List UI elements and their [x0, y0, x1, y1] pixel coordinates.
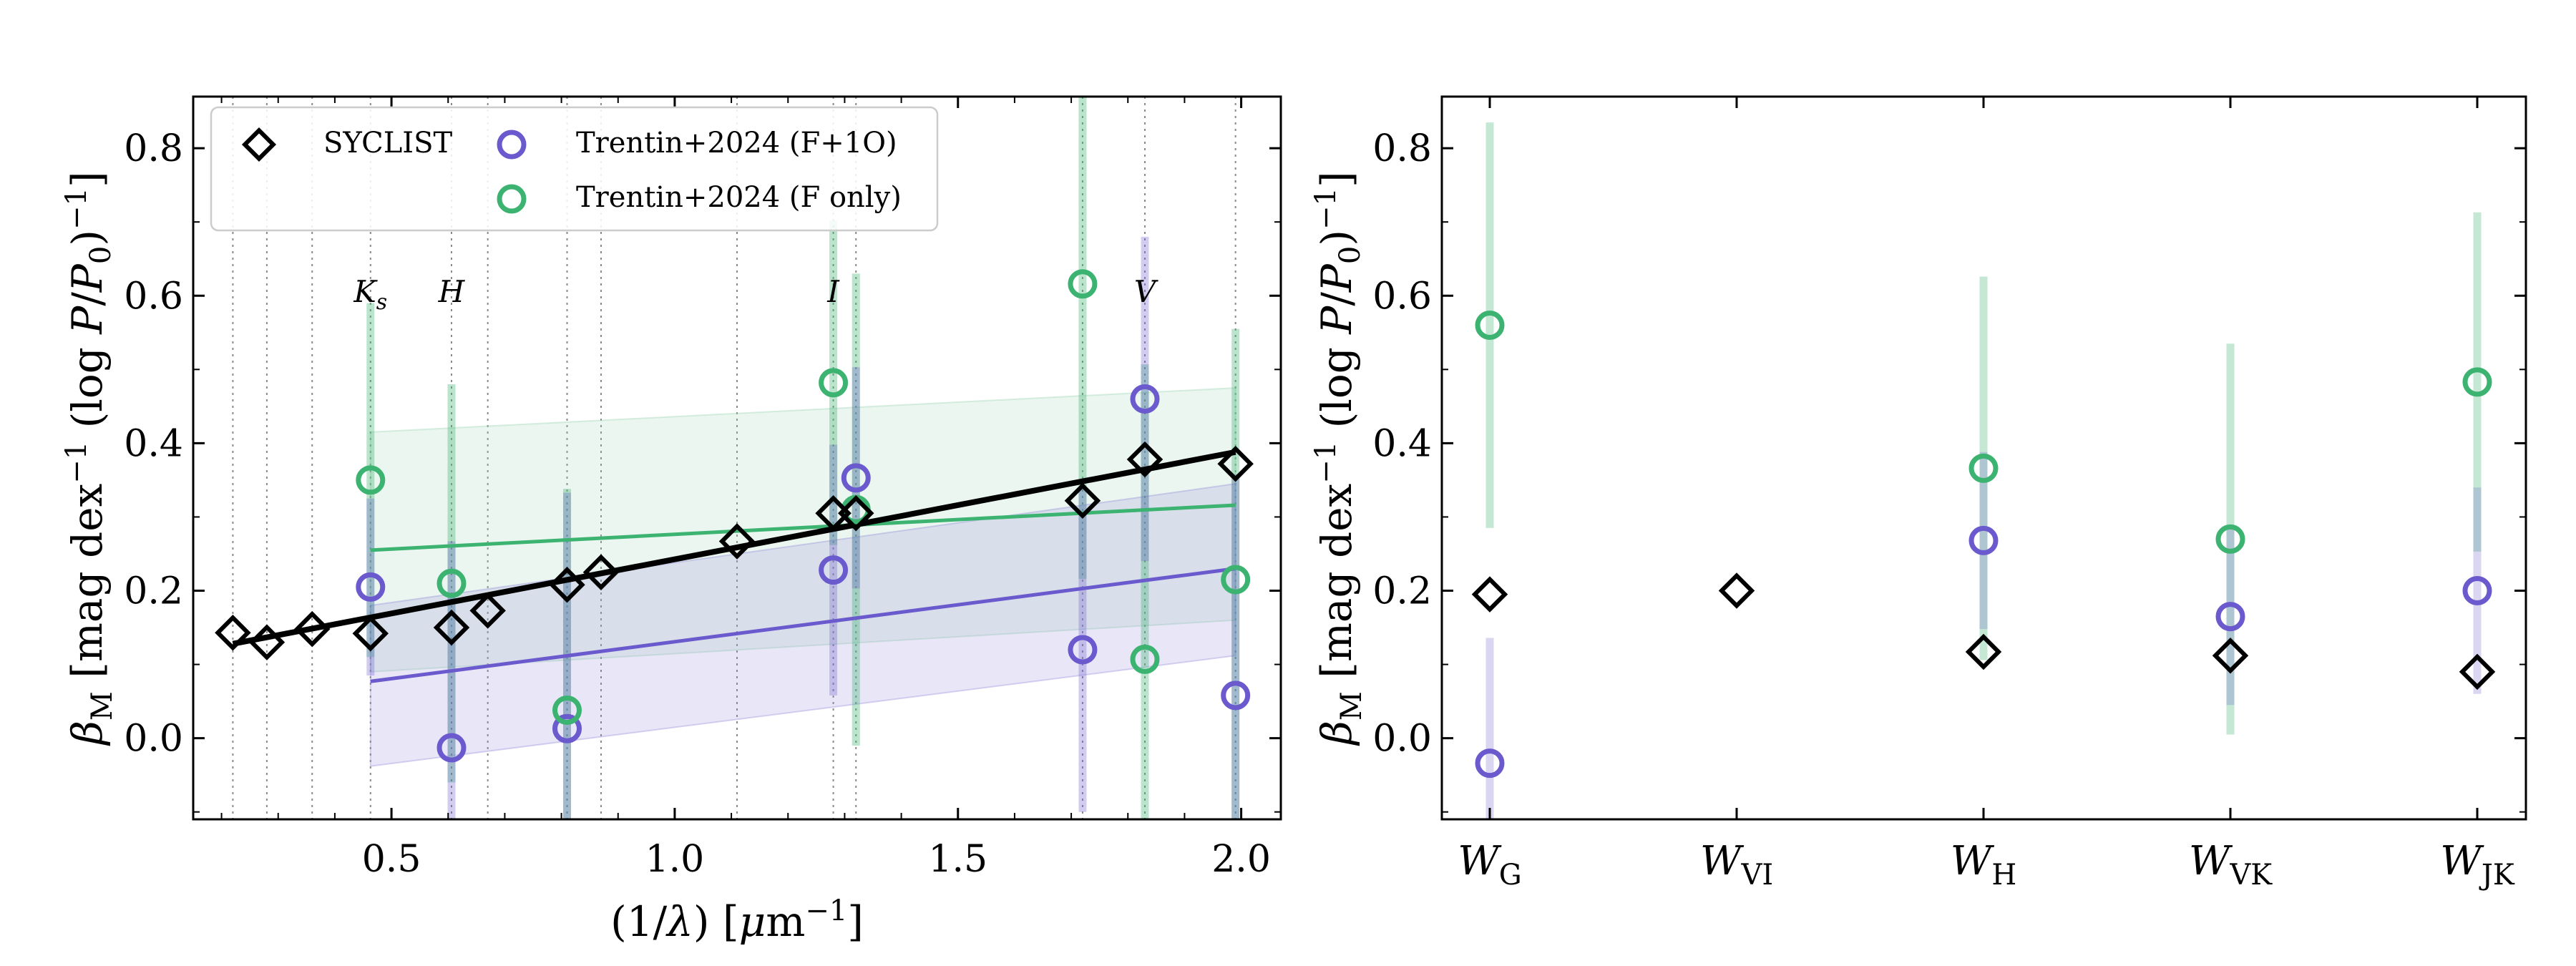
- left-axis-ticks: 0.5 1.0 1.5 2.0 0.0 0.2 0.4 0.6 0.8: [124, 97, 1281, 881]
- band-label-1: H: [438, 274, 466, 309]
- fonly-point-3: [819, 368, 849, 398]
- x-tick-label-3: 2.0: [1211, 838, 1271, 881]
- syclist-fit-line: [232, 449, 1236, 647]
- legend-label-fonly: Trentin+2024 (F only): [576, 181, 902, 214]
- category-label-3: WVK: [2189, 838, 2273, 892]
- category-label-0: WG: [1458, 838, 1522, 892]
- data-points: [1471, 310, 2496, 779]
- f1o-point-5: [1068, 635, 1098, 665]
- syclist-point-2: [1965, 633, 2002, 670]
- x-tick-label-2: 1.5: [928, 838, 987, 881]
- right-y-axis-label: βM [mag dex−1 (log P/P0)−1]: [1309, 171, 1368, 746]
- legend-label-f1o: Trentin+2024 (F+1O): [576, 127, 897, 160]
- f1o-point-0: [356, 572, 386, 602]
- syclist-point-2: [294, 610, 331, 648]
- y-tick-label-1: 0.2: [1372, 570, 1432, 613]
- y-tick-label-0: 0.0: [124, 718, 183, 761]
- syclist-point-3: [2212, 637, 2249, 674]
- band-guide-lines: [232, 97, 1236, 819]
- legend-marker-fonly: [497, 184, 527, 214]
- f1o-point-2: [552, 713, 582, 743]
- right-axis-ticks: WG WVI WH WVK WJK 0.0 0.2 0.4 0.6 0.8: [1372, 97, 2526, 892]
- error-bars: [1485, 122, 2482, 819]
- legend-label-syclist: SYCLIST: [323, 127, 452, 160]
- band-label-2: I: [826, 274, 840, 309]
- fonly-point-1: [436, 568, 467, 598]
- left-y-axis-label: βM [mag dex−1 (log P/P0)−1]: [60, 171, 119, 746]
- right-panel: WG WVI WH WVK WJK 0.0 0.2 0.4 0.6 0.8 βM [mag dex…: [1309, 95, 2527, 892]
- y-tick-label-4: 0.8: [124, 127, 183, 170]
- legend: SYCLIST Trentin+2024 (F+1O) Trentin+2024…: [210, 106, 939, 232]
- f1o-point-1: [436, 733, 467, 763]
- error-bars: [366, 97, 1240, 819]
- fonly-point-5: [1068, 269, 1098, 299]
- syclist-point-11: [1064, 482, 1101, 519]
- left-plot-frame: [192, 95, 1282, 821]
- fonly-point-0: [356, 465, 386, 495]
- syclist-point-4: [2459, 653, 2496, 691]
- f1o-point-7: [1221, 680, 1251, 711]
- legend-box: [210, 106, 939, 232]
- f1o-point-6: [1130, 384, 1160, 414]
- f1o-point-2: [1968, 525, 1999, 555]
- f1o-point-3: [819, 555, 849, 585]
- band-label-3: V: [1134, 274, 1158, 309]
- category-label-2: WH: [1951, 838, 2016, 892]
- left-panel: Ks H I V 0.5 1.0 1.5 2.0 0.0 0.2 0.4 0.6 0.8 SYCLIS…: [60, 95, 1282, 946]
- legend-marker-f1o: [497, 130, 527, 160]
- fit-uncertainty-bands: [369, 387, 1236, 767]
- syclist-point-13: [1217, 446, 1254, 482]
- y-tick-label-1: 0.2: [124, 570, 183, 613]
- syclist-point-1: [248, 624, 286, 660]
- y-tick-label-2: 0.4: [124, 422, 183, 465]
- f1o-point-3: [2215, 602, 2245, 632]
- x-tick-label-0: 0.5: [362, 838, 421, 881]
- syclist-point-8: [718, 523, 756, 560]
- fit-lines: [232, 449, 1236, 683]
- syclist-point-1: [1718, 572, 1755, 609]
- syclist-point-0: [1471, 576, 1508, 613]
- y-tick-label-3: 0.6: [124, 275, 183, 318]
- band-labels: Ks H I V: [353, 274, 1158, 315]
- y-tick-label-4: 0.8: [1372, 127, 1432, 170]
- syclist-point-4: [433, 609, 470, 646]
- fonly-point-7: [1221, 565, 1251, 595]
- f1o-fit-line: [370, 567, 1236, 683]
- y-tick-label-0: 0.0: [1372, 718, 1432, 761]
- category-label-1: WVI: [1700, 838, 1773, 892]
- syclist-point-5: [469, 592, 506, 629]
- category-label-4: WJK: [2440, 838, 2515, 892]
- fonly-point-6: [1130, 644, 1160, 674]
- left-x-axis-label: (1/λ) [μm−1]: [610, 894, 864, 946]
- fonly-point-0: [1475, 310, 1505, 340]
- f-only-fit-band: [369, 387, 1236, 673]
- legend-marker-syclist: [241, 127, 277, 162]
- band-label-0: Ks: [353, 274, 387, 315]
- syclist-point-6: [549, 567, 585, 603]
- fonly-fit-line: [370, 503, 1236, 552]
- syclist-point-7: [582, 554, 620, 590]
- f1o-point-4: [2462, 576, 2492, 606]
- f1o-point-4: [841, 463, 871, 493]
- fonly-point-3: [2215, 524, 2245, 554]
- fonly-point-2: [552, 695, 582, 725]
- f1o-point-0: [1475, 748, 1505, 779]
- syclist-point-10: [838, 495, 874, 532]
- y-tick-label-3: 0.6: [1372, 275, 1432, 318]
- data-points: [215, 269, 1254, 763]
- y-tick-label-2: 0.4: [1372, 422, 1432, 465]
- fonly-point-4: [2462, 367, 2492, 397]
- syclist-point-0: [215, 615, 251, 651]
- syclist-point-3: [352, 615, 389, 652]
- fonly-point-2: [1968, 453, 1999, 483]
- x-tick-label-1: 1.0: [645, 838, 705, 881]
- syclist-point-12: [1126, 441, 1163, 478]
